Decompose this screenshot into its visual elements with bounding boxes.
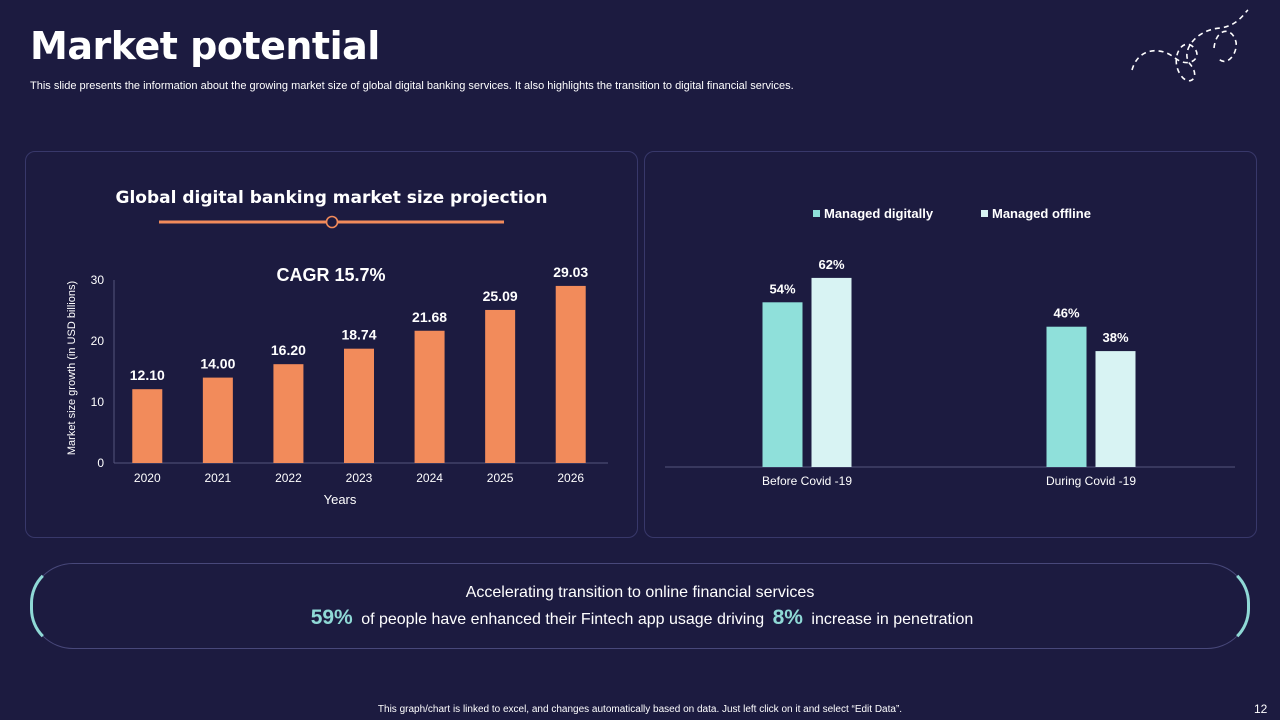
footer-note: This graph/chart is linked to excel, and… (377, 704, 903, 715)
bar-value-label: 46% (1053, 306, 1079, 321)
page-number: 12 (1254, 702, 1268, 716)
y-tick-label: 0 (97, 456, 104, 470)
bar-value-label: 12.10 (130, 367, 165, 383)
bar-2023 (344, 348, 374, 463)
x-tick-label: 2021 (205, 471, 232, 485)
legend-label-offline: Managed offline (992, 206, 1091, 221)
chart-title: Global digital banking market size proje… (115, 188, 548, 208)
bar-value-label: 54% (769, 281, 795, 296)
bar-2025 (485, 309, 516, 463)
x-tick-label: 2022 (275, 471, 302, 485)
x-tick-label: 2026 (557, 471, 584, 485)
title-slider-decoration (159, 215, 504, 229)
legend-swatch-offline (981, 210, 988, 217)
market-size-chart-panel: Global digital banking market size proje… (25, 151, 638, 538)
banner-text-2: increase in penetration (811, 611, 974, 628)
x-tick-label: 2020 (134, 471, 161, 485)
covid-comparison-chart-panel: Managed digitally Managed offline 54% 62%… (644, 151, 1257, 538)
legend: Managed digitally Managed offline (813, 206, 1091, 221)
x-tick-label: During Covid -19 (1046, 474, 1136, 488)
bar-value-label: 21.68 (412, 309, 447, 325)
banner-text-1: of people have enhanced their Fintech ap… (361, 611, 765, 628)
banner-left-arc (30, 563, 70, 649)
x-tick-label: 2023 (346, 471, 373, 485)
bar-managed-offline-1 (1095, 351, 1136, 467)
bar-managed-offline-0 (811, 277, 852, 467)
banner-statement: 59% of people have enhanced their Fintec… (31, 606, 1249, 630)
penetration-stat: 8% (772, 606, 803, 629)
x-tick-label: 2024 (416, 471, 443, 485)
fintech-usage-stat: 59% (310, 606, 353, 629)
bar-value-label: 62% (818, 257, 844, 272)
market-size-bar-chart: CAGR 15.7% Market size growth (in USD bi… (66, 264, 608, 507)
insight-banner: Accelerating transition to online financ… (30, 563, 1250, 649)
bar-2021 (202, 377, 233, 463)
y-tick-label: 30 (91, 273, 105, 287)
y-axis-label: Market size growth (in USD billions) (66, 281, 78, 455)
x-tick-label: Before Covid -19 (762, 474, 852, 488)
bar-2026 (555, 285, 586, 463)
page-subtitle: This slide presents the information abou… (30, 80, 794, 92)
bar-value-label: 38% (1102, 330, 1128, 345)
bar-value-label: 14.00 (200, 356, 235, 372)
page-title: Market potential (30, 24, 380, 68)
covid-comparison-bar-chart: Managed digitally Managed offline 54% 62%… (665, 206, 1235, 488)
bar-value-label: 25.09 (483, 288, 518, 304)
legend-swatch-digital (813, 210, 820, 217)
bar-2022 (273, 364, 304, 463)
banner-heading: Accelerating transition to online financ… (465, 584, 815, 601)
x-tick-label: 2025 (487, 471, 514, 485)
bar-managed-digitally-0 (762, 302, 803, 467)
bar-managed-digitally-1 (1046, 326, 1087, 467)
y-tick-label: 20 (91, 334, 105, 348)
bar-value-label: 29.03 (553, 264, 588, 280)
bar-value-label: 18.74 (341, 327, 376, 343)
x-axis-label: Years (324, 492, 357, 507)
bar-2024 (414, 330, 445, 463)
bar-2020 (132, 389, 163, 463)
cagr-annotation: CAGR 15.7% (276, 265, 385, 285)
decorative-swirl-icon (1131, 9, 1249, 82)
y-tick-label: 10 (91, 395, 105, 409)
legend-label-digital: Managed digitally (824, 206, 934, 221)
bar-value-label: 16.20 (271, 342, 306, 358)
